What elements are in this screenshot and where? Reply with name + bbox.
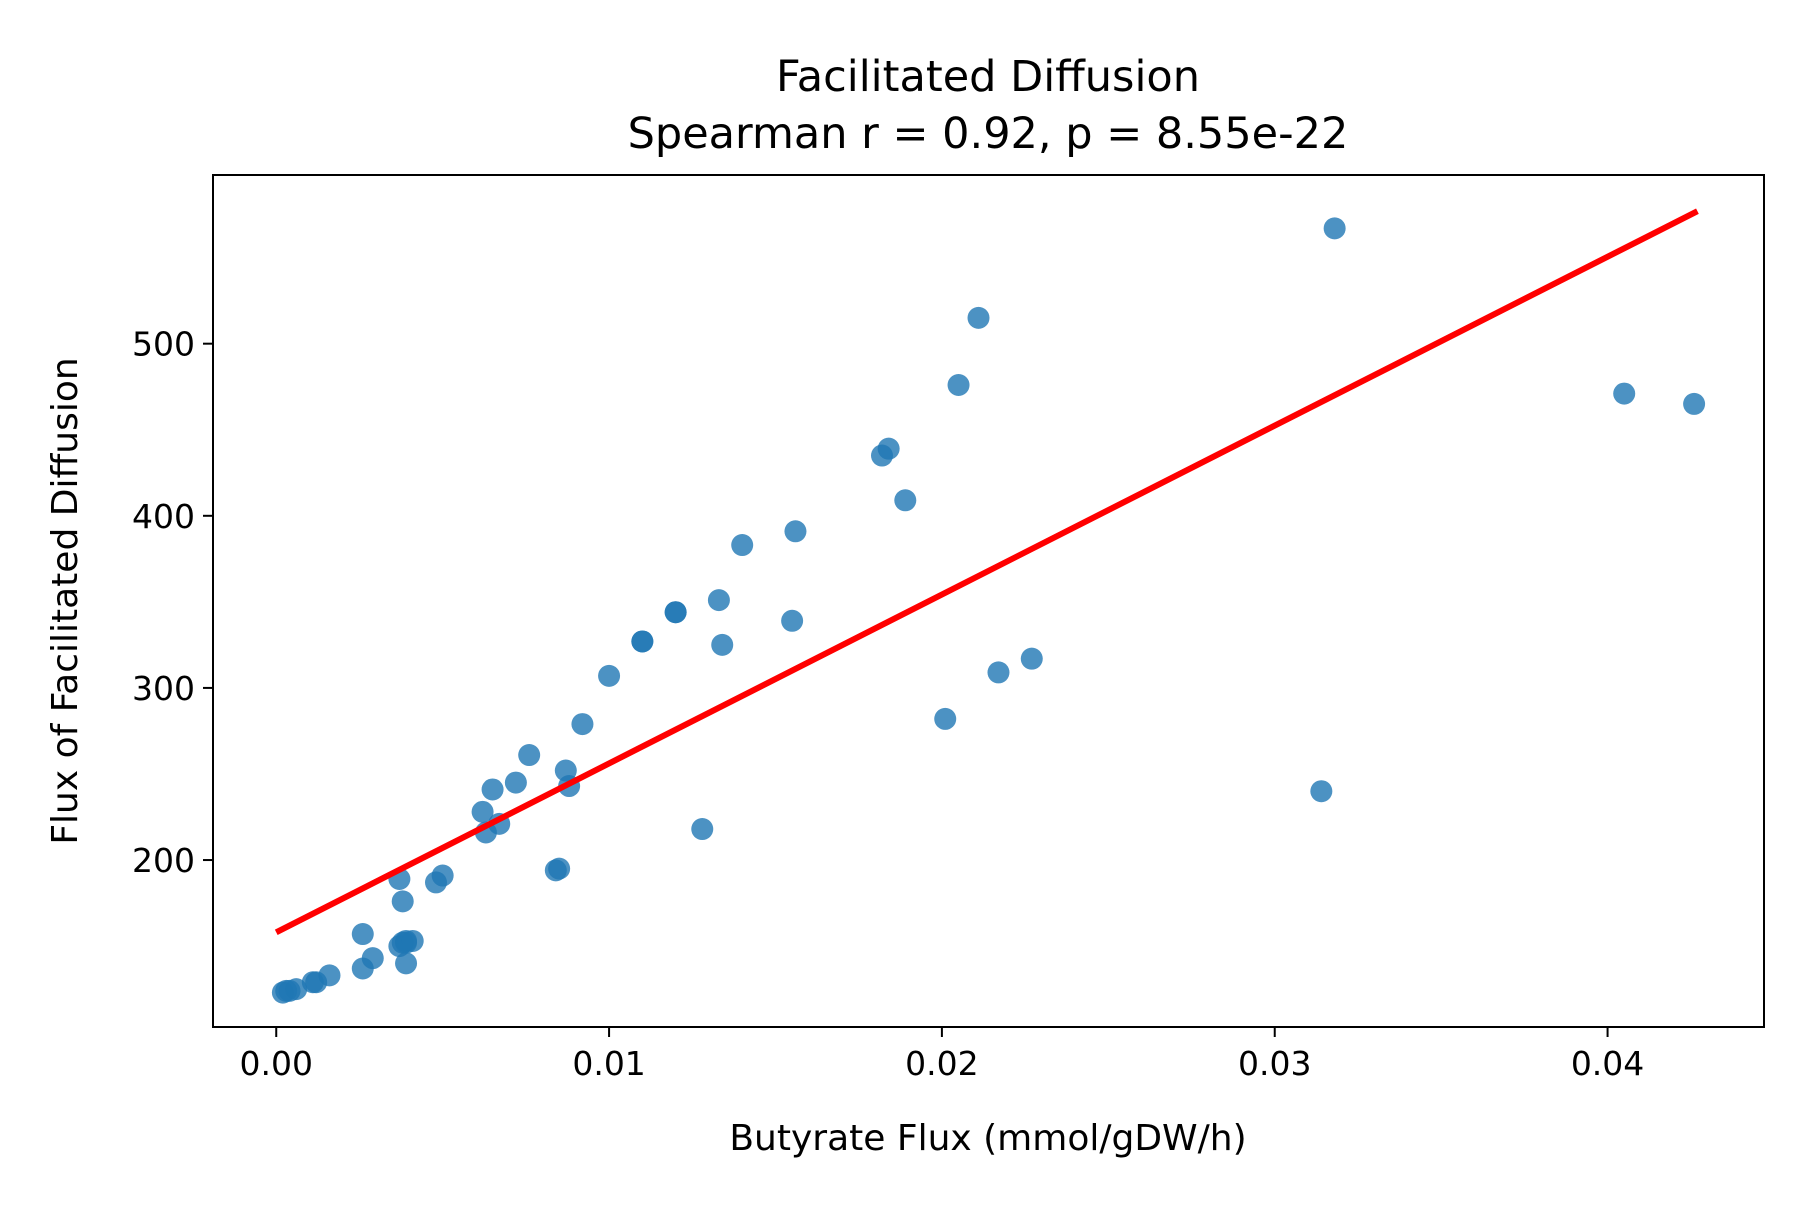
y-tick-label: 400	[132, 497, 195, 536]
data-point	[431, 864, 454, 887]
data-point	[947, 373, 970, 396]
data-point	[781, 609, 804, 632]
data-point	[1020, 647, 1043, 670]
data-point	[784, 520, 807, 543]
data-point	[395, 952, 418, 975]
data-point	[894, 489, 917, 512]
x-axis-ticks: 0.00 0.01 0.02 0.03 0.04	[239, 1027, 1644, 1083]
x-tick-label: 0.01	[572, 1044, 645, 1083]
data-point	[598, 664, 621, 687]
data-point	[548, 857, 571, 880]
x-axis-label: Butyrate Flux (mmol/gDW/h)	[729, 1118, 1246, 1159]
regression-line	[274, 208, 1699, 936]
data-point	[934, 707, 957, 730]
data-point	[1323, 217, 1346, 240]
data-point	[571, 713, 594, 736]
data-point	[664, 601, 687, 624]
data-point	[987, 661, 1010, 684]
data-point	[401, 929, 424, 952]
data-point	[391, 890, 414, 913]
y-tick-label: 200	[132, 841, 195, 880]
data-point	[1310, 780, 1333, 803]
regression-line-layer	[274, 208, 1699, 936]
data-point	[318, 964, 341, 987]
data-point	[481, 778, 504, 801]
plot-frame	[212, 174, 1765, 1028]
data-point	[1613, 382, 1636, 405]
y-tick-label: 500	[132, 325, 195, 364]
data-point	[691, 818, 714, 841]
data-point	[361, 947, 384, 970]
x-tick-label: 0.02	[905, 1044, 978, 1083]
data-point	[504, 771, 527, 794]
y-axis-ticks: 200 300 400 500	[132, 325, 213, 880]
data-point	[285, 978, 308, 1001]
data-point	[711, 633, 734, 656]
chart-title: Facilitated Diffusion	[776, 52, 1200, 102]
scatter-points	[271, 217, 1706, 1004]
data-point	[518, 744, 541, 767]
x-tick-label: 0.03	[1238, 1044, 1311, 1083]
data-point	[877, 437, 900, 460]
data-point	[351, 923, 374, 946]
y-tick-label: 300	[132, 669, 195, 708]
data-point	[731, 534, 754, 557]
data-point	[471, 800, 494, 823]
chart-subtitle: Spearman r = 0.92, p = 8.55e-22	[628, 109, 1349, 159]
data-point	[1683, 392, 1706, 415]
data-point	[967, 306, 990, 329]
data-point	[707, 589, 730, 612]
x-tick-label: 0.04	[1571, 1044, 1644, 1083]
data-point	[631, 630, 654, 653]
y-axis-label: Flux of Facilitated Diffusion	[45, 357, 86, 844]
x-tick-label: 0.00	[239, 1044, 312, 1083]
